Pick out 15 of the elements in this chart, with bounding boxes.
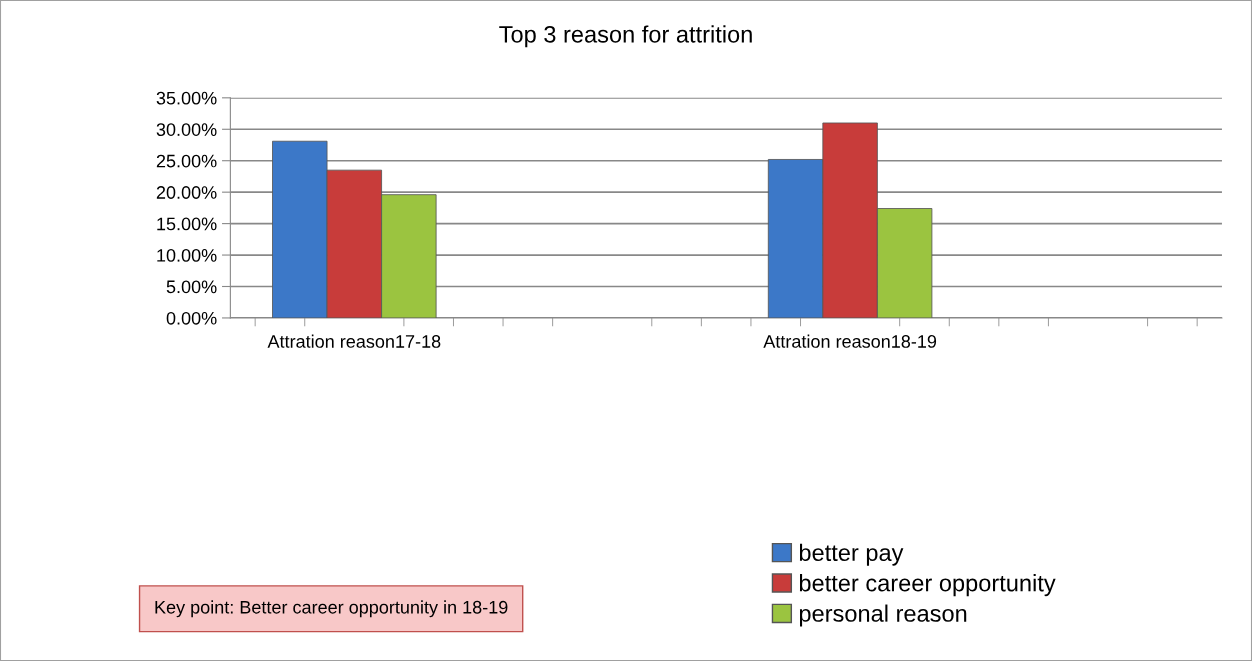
y-tick-label: 0.00% xyxy=(166,311,217,325)
chart-title: Top 3 reason for attrition xyxy=(499,25,752,48)
x-tick-label: Attration reason17-18 xyxy=(267,334,441,348)
y-tick-label: 25.00% xyxy=(156,154,217,168)
legend-label: personal reason xyxy=(799,604,967,627)
x-tick-label: Attration reason18-19 xyxy=(763,334,937,348)
legend-label: better career opportunity xyxy=(799,574,1056,597)
y-tick-label: 10.00% xyxy=(157,248,217,262)
y-tick-label: 20.00% xyxy=(156,186,217,199)
y-tick-label: 5.00% xyxy=(166,280,217,294)
y-tick-label: 30.00% xyxy=(156,123,217,136)
y-tick-label: 15.00% xyxy=(157,217,217,231)
legend-label: better pay xyxy=(799,543,904,566)
text: Key point: Better career opportunity in 18-19 xyxy=(155,600,508,618)
y-tick-label: 35.00% xyxy=(156,91,217,105)
